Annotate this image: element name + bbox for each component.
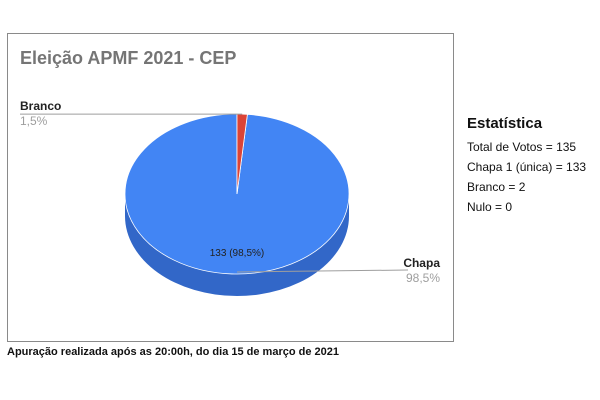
stat-nulo-votes: Nulo = 0 bbox=[467, 200, 513, 214]
legend-percent-chapa: 98,5% bbox=[406, 271, 440, 285]
footnote: Apuração realizada após as 20:00h, do di… bbox=[7, 346, 339, 358]
legend-label-branco: Branco bbox=[20, 99, 61, 113]
stat-branco-votes: Branco = 2 bbox=[467, 180, 526, 194]
data-label-chapa: 133 (98,5%) bbox=[210, 248, 264, 259]
chart-frame: Eleição APMF 2021 - CEP Chapa 98,5% 133 (9… bbox=[7, 33, 454, 342]
stat-total-votes: Total de Votos = 135 bbox=[467, 140, 577, 154]
legend-label-chapa: Chapa bbox=[403, 256, 440, 270]
pie-side-chapa bbox=[125, 194, 349, 296]
stat-chapa-votes: Chapa 1 (única) = 133 bbox=[467, 160, 587, 174]
statistics-title: Estatística bbox=[467, 115, 543, 132]
chart-title: Eleição APMF 2021 - CEP bbox=[20, 48, 237, 68]
statistics-panel: Estatística Total de Votos = 135 Chapa 1… bbox=[467, 115, 586, 217]
leader-line-chapa bbox=[236, 269, 409, 273]
legend-percent-branco: 1,5% bbox=[20, 114, 48, 128]
